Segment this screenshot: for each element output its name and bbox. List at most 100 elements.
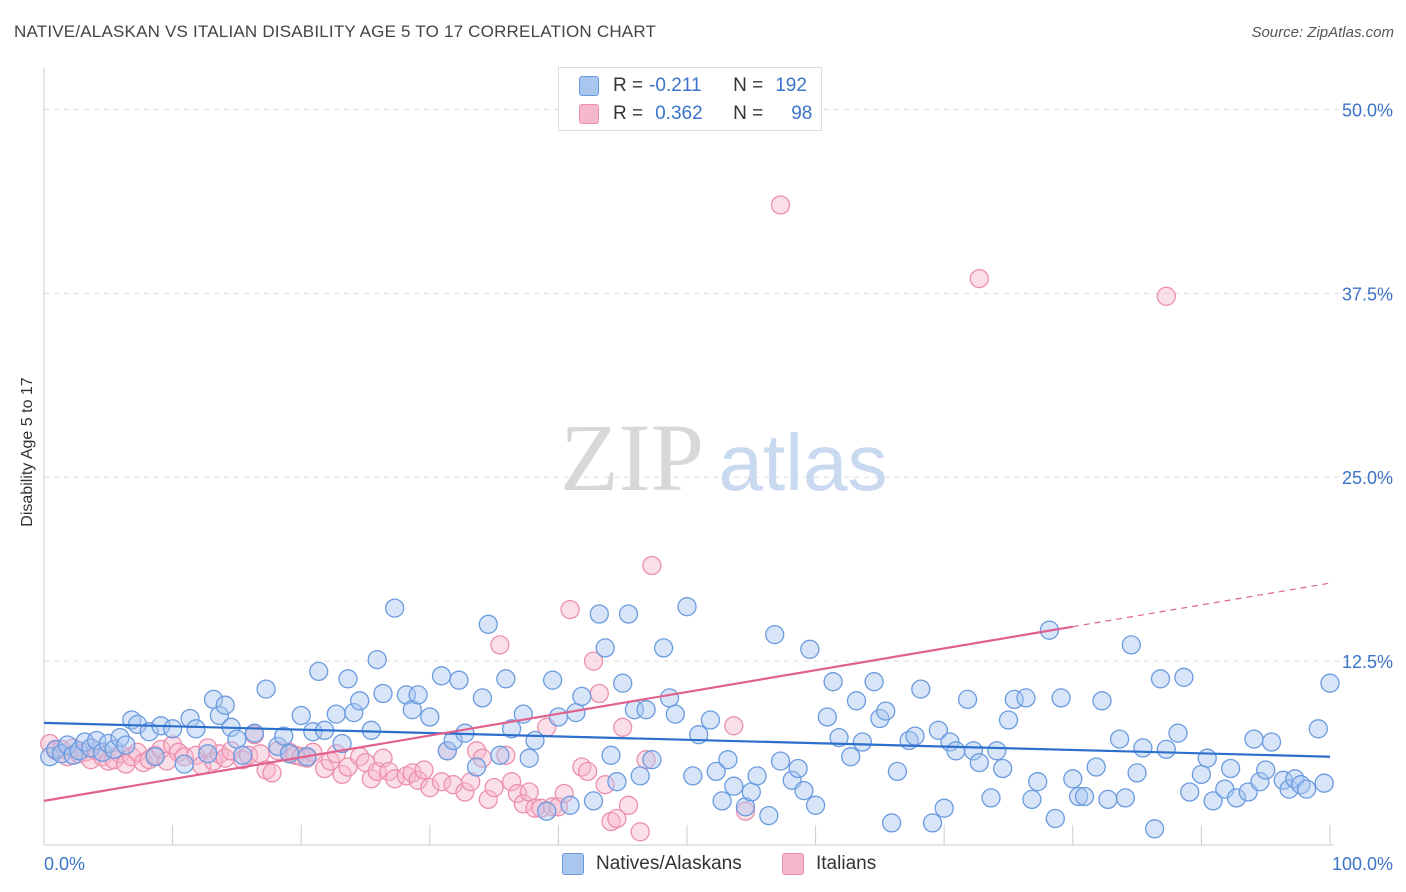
natives-point-156	[1191, 764, 1212, 785]
natives-point-148	[1127, 763, 1147, 783]
natives-point-107	[823, 672, 843, 692]
natives-n-value: 192	[775, 75, 807, 96]
italians-trend-line	[43, 625, 1073, 802]
natives-point-116	[887, 761, 908, 782]
natives-point-119	[911, 679, 931, 699]
natives-point-74	[589, 604, 609, 624]
legend-bottom-natives: Natives/Alaskans	[562, 851, 742, 877]
natives-point-61	[490, 745, 510, 765]
italians-point-96	[770, 195, 791, 215]
italians-point-98	[1156, 286, 1176, 306]
natives-point-20	[174, 754, 194, 774]
italians-n-value: 98	[791, 103, 813, 124]
natives-point-115	[881, 813, 902, 833]
natives-point-111	[852, 732, 873, 752]
italians-point-91	[630, 822, 650, 842]
natives-point-161	[1226, 788, 1247, 808]
natives-point-100	[770, 751, 791, 771]
natives-legend-label: Natives/Alaskans	[596, 853, 742, 874]
natives-point-85	[659, 688, 680, 708]
natives-point-88	[683, 766, 703, 786]
italians-legend-label: Italians	[816, 853, 877, 874]
natives-trend-line	[43, 721, 1331, 758]
natives-point-97	[747, 766, 767, 786]
natives-point-51	[408, 685, 428, 705]
italians-point-36	[262, 763, 282, 783]
italians-point-34	[250, 744, 270, 764]
trend-lines	[43, 582, 1331, 802]
italians-point-60	[431, 772, 452, 792]
natives-point-90	[700, 710, 721, 730]
natives-point-171	[1296, 779, 1317, 799]
natives-point-63	[501, 719, 522, 739]
natives-point-102	[788, 758, 808, 779]
x-tick-label-1: 100.0%	[1332, 854, 1393, 874]
natives-point-83	[642, 750, 662, 770]
natives-point-84	[653, 638, 674, 658]
italians-point-94	[724, 716, 744, 736]
italians-r-label: R =	[613, 103, 644, 124]
italians-point-68	[484, 777, 504, 798]
natives-point-172	[1308, 719, 1328, 739]
natives-point-160	[1220, 758, 1241, 779]
natives-point-129	[987, 741, 1007, 761]
natives-point-174	[1320, 673, 1340, 693]
italians-point-90	[618, 795, 639, 815]
natives-point-114	[876, 701, 896, 721]
watermark-atlas: atlas	[719, 418, 888, 507]
italians-point-85	[589, 683, 609, 704]
natives-point-38	[309, 661, 329, 682]
natives-point-138	[1051, 688, 1071, 708]
natives-point-149	[1133, 738, 1153, 758]
natives-point-133	[1016, 688, 1036, 708]
italians-point-89	[613, 717, 633, 737]
italians-points	[40, 195, 1176, 842]
chart-title: NATIVE/ALASKAN VS ITALIAN DISABILITY AGE…	[14, 22, 657, 41]
natives-point-13	[116, 735, 136, 755]
natives-point-48	[385, 598, 405, 618]
natives-point-60	[478, 614, 498, 634]
natives-point-78	[613, 673, 633, 693]
italians-point-54	[385, 769, 405, 789]
natives-point-166	[1261, 732, 1282, 752]
x-tick-label-0: 0.0%	[44, 854, 85, 874]
natives-point-165	[1256, 760, 1276, 780]
natives-point-31	[256, 679, 276, 699]
natives-point-33	[274, 726, 294, 746]
italians-r-value: 0.362	[655, 103, 703, 124]
natives-point-110	[846, 691, 867, 711]
natives-point-106	[817, 707, 837, 727]
natives-point-75	[595, 638, 615, 658]
watermark: ZIP atlas	[560, 404, 887, 511]
italians-point-63	[455, 782, 475, 802]
y-tick-label-2: 37.5%	[1342, 284, 1393, 304]
watermark-zip: ZIP	[560, 404, 704, 511]
italians-point-81	[560, 599, 580, 620]
natives-point-44	[350, 691, 370, 711]
natives-point-72	[572, 686, 592, 707]
natives-point-58	[466, 757, 487, 777]
natives-point-163	[1244, 729, 1264, 749]
natives-point-53	[431, 666, 452, 686]
italians-point-57	[408, 770, 428, 790]
natives-legend-swatch	[562, 853, 584, 875]
y-tick-label-0: 12.5%	[1342, 652, 1393, 672]
natives-point-32	[268, 736, 288, 757]
natives-point-50	[402, 700, 422, 720]
natives-point-109	[841, 747, 861, 767]
natives-point-79	[618, 604, 639, 624]
natives-point-19	[162, 719, 183, 739]
natives-point-173	[1314, 773, 1334, 793]
natives-point-29	[233, 745, 253, 765]
natives-point-140	[1068, 786, 1089, 807]
natives-point-65	[519, 748, 539, 768]
natives-point-141	[1074, 786, 1095, 807]
natives-points	[40, 597, 1340, 839]
italians-point-71	[501, 772, 522, 792]
natives-point-17	[145, 747, 165, 767]
natives-point-94	[724, 776, 744, 796]
natives-point-108	[829, 727, 849, 748]
natives-point-42	[338, 669, 358, 689]
natives-point-125	[957, 689, 978, 710]
